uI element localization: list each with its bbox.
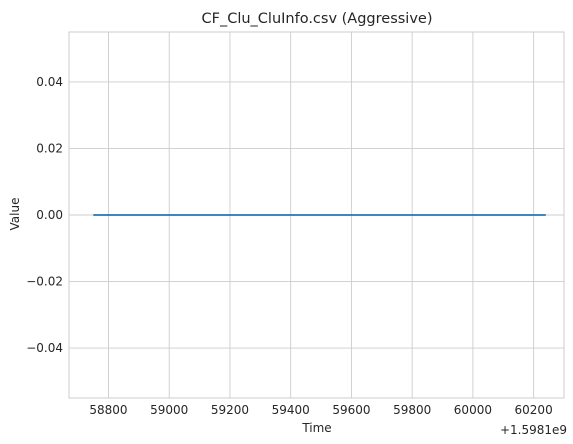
- y-tick-label: −0.04: [26, 341, 63, 355]
- x-tick-label: 60000: [454, 403, 492, 417]
- x-tick-label: 59400: [272, 403, 310, 417]
- x-axis-label: Time: [301, 421, 331, 435]
- y-axis-label: Value: [8, 198, 22, 231]
- plot-area: [68, 31, 565, 399]
- y-tick-label: −0.02: [26, 275, 63, 289]
- x-axis-offset-label: +1.5981e9: [500, 423, 567, 437]
- y-tick-label: 0.04: [36, 75, 63, 89]
- x-axis-ticks: 58800 59000 59200 59400 59600 59800 60000 60200: [89, 403, 552, 417]
- x-tick-label: 60200: [515, 403, 553, 417]
- x-tick-label: 59200: [211, 403, 249, 417]
- chart-title: CF_Clu_CluInfo.csv (Aggressive): [201, 11, 432, 27]
- x-tick-label: 58800: [89, 403, 127, 417]
- y-tick-label: 0.02: [36, 141, 63, 155]
- y-tick-label: 0.00: [36, 208, 63, 222]
- y-axis-ticks: −0.04 −0.02 0.00 0.02 0.04: [26, 75, 63, 355]
- x-tick-label: 59800: [393, 403, 431, 417]
- x-tick-label: 59000: [150, 403, 188, 417]
- x-tick-label: 59600: [332, 403, 370, 417]
